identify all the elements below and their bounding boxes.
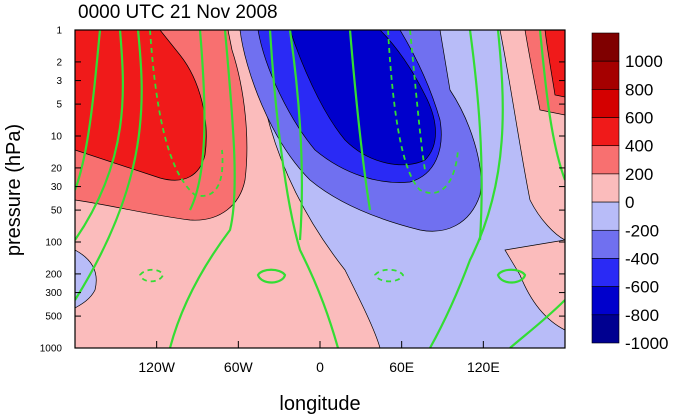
colorbar-label: -600 xyxy=(625,278,659,297)
y-tick-label: 1000 xyxy=(40,344,63,355)
colorbar-label: 1000 xyxy=(625,52,663,71)
y-tick-label: 1 xyxy=(56,26,62,37)
colorbar-swatch xyxy=(591,145,620,175)
y-tick-label: 300 xyxy=(45,288,62,299)
y-tick-label: 10 xyxy=(51,132,63,143)
colorbar-label: -400 xyxy=(625,249,659,268)
colorbar-label: -1000 xyxy=(625,334,668,353)
colorbar-label: 800 xyxy=(625,80,653,99)
colorbar-swatch xyxy=(591,89,620,118)
y-tick-label: 30 xyxy=(51,182,63,193)
colorbar-swatch xyxy=(591,229,620,259)
x-tick-label: 60E xyxy=(389,359,414,375)
colorbar-swatch xyxy=(591,173,620,203)
colorbar-swatch xyxy=(591,258,620,287)
colorbar-swatch xyxy=(591,201,620,231)
x-tick-label: 120W xyxy=(138,359,175,375)
x-tick-label: 60W xyxy=(224,359,254,375)
colorbar-label: 600 xyxy=(625,109,653,128)
y-tick-label: 5 xyxy=(56,100,62,111)
colorbar-swatch xyxy=(591,286,620,316)
overlay-contours xyxy=(75,30,565,348)
y-tick-label: 2 xyxy=(56,57,62,68)
y-tick-label: 20 xyxy=(51,163,63,174)
x-axis: 120W 60W 0 60E 120E xyxy=(138,341,500,375)
chart-title: 0000 UTC 21 Nov 2008 xyxy=(78,2,278,23)
overlay-contours-dashed xyxy=(139,30,459,283)
y-tick-label: 200 xyxy=(45,269,62,280)
x-tick-label: 0 xyxy=(316,359,324,375)
plot-area xyxy=(74,29,566,349)
colorbar-swatch xyxy=(591,117,620,147)
colorbar-swatch xyxy=(591,32,620,62)
y-axis-label: pressure (hPa) xyxy=(3,124,25,256)
colorbar-swatch xyxy=(591,314,620,344)
y-tick-label: 100 xyxy=(45,238,62,249)
x-axis-label: longitude xyxy=(279,393,360,415)
colorbar-label: 0 xyxy=(625,193,634,212)
y-tick-label: 3 xyxy=(56,76,62,87)
colorbar-label: 400 xyxy=(625,137,653,156)
colorbar-label: 200 xyxy=(625,165,653,184)
y-axis: 1000 500 300 200 100 50 30 20 10 5 3 2 1 xyxy=(40,26,565,355)
colorbar-label: -800 xyxy=(625,306,659,325)
colorbar: 1000 800 600 400 200 0 -200 -400 -600 -800 -1000 xyxy=(591,32,668,353)
y-tick-label: 500 xyxy=(45,312,62,323)
colorbar-label: -200 xyxy=(625,221,659,240)
field-region-neg200-leftpatch xyxy=(75,249,97,309)
colorbar-swatch xyxy=(591,60,620,90)
y-tick-label: 50 xyxy=(51,206,63,217)
x-tick-label: 120E xyxy=(467,359,500,375)
